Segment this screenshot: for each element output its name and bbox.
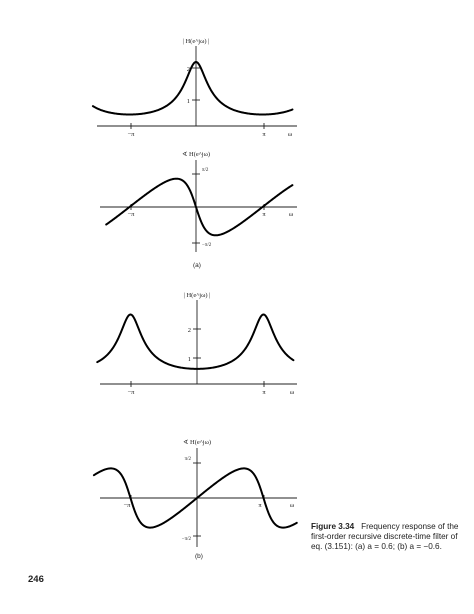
phase-curve <box>92 467 298 529</box>
magnitude-curve <box>91 61 294 116</box>
x-tick-label-pi: π <box>262 131 266 138</box>
x-axis-label: ω <box>289 211 294 218</box>
y-tick-label-pos-half-pi: π/2 <box>185 457 192 462</box>
y-axis-label: ∢ H(e^jω) <box>183 439 211 446</box>
panel-a-magnitude: | H(e^jω) | 2 1 −π π ω <box>91 38 297 138</box>
panel-b-phase: ∢ H(e^jω) π/2 −π/2 −π π ω (b) <box>92 439 298 560</box>
x-tick-label-neg-pi: −π <box>128 389 136 396</box>
y-tick-label-2: 2 <box>188 327 191 334</box>
y-tick-label-neg-half-pi: −π/2 <box>182 537 192 542</box>
x-axis-label: ω <box>288 131 293 138</box>
phase-curve <box>105 177 294 237</box>
x-tick-label-pi: π <box>262 389 266 396</box>
y-axis-label: | H(e^jω) | <box>184 292 211 299</box>
x-tick-label-pi: π <box>258 502 262 509</box>
y-axis-label: ∢ H(e^jω) <box>182 151 210 158</box>
caption-text: Frequency response of the first-order re… <box>311 522 459 551</box>
y-tick-label-2: 2 <box>187 66 190 73</box>
figure-caption: Figure 3.34 Frequency response of the fi… <box>311 522 463 552</box>
y-tick-label-pos-half-pi: π/2 <box>202 168 209 173</box>
x-axis-label: ω <box>290 389 295 396</box>
page-number: 246 <box>28 574 44 585</box>
y-tick-label-1: 1 <box>187 98 190 105</box>
panel-sublabel-a: (a) <box>193 262 201 269</box>
y-axis-label: | H(e^jω) | <box>183 38 210 45</box>
y-tick-label-1: 1 <box>188 356 191 363</box>
caption-figure-number: Figure 3.34 <box>311 522 355 531</box>
x-tick-label-pi: π <box>262 211 266 218</box>
panel-sublabel-b: (b) <box>195 553 203 560</box>
panel-a-phase: ∢ H(e^jω) π/2 −π/2 −π π ω (a) <box>100 151 297 269</box>
x-tick-label-neg-pi: −π <box>128 211 136 218</box>
y-tick-label-neg-half-pi: −π/2 <box>202 243 212 248</box>
x-tick-label-neg-pi: −π <box>124 502 132 509</box>
x-tick-label-neg-pi: −π <box>128 131 136 138</box>
magnitude-curve <box>96 313 295 370</box>
panel-b-magnitude: | H(e^jω) | 2 1 −π π ω <box>96 292 297 396</box>
x-axis-label: ω <box>290 502 295 509</box>
